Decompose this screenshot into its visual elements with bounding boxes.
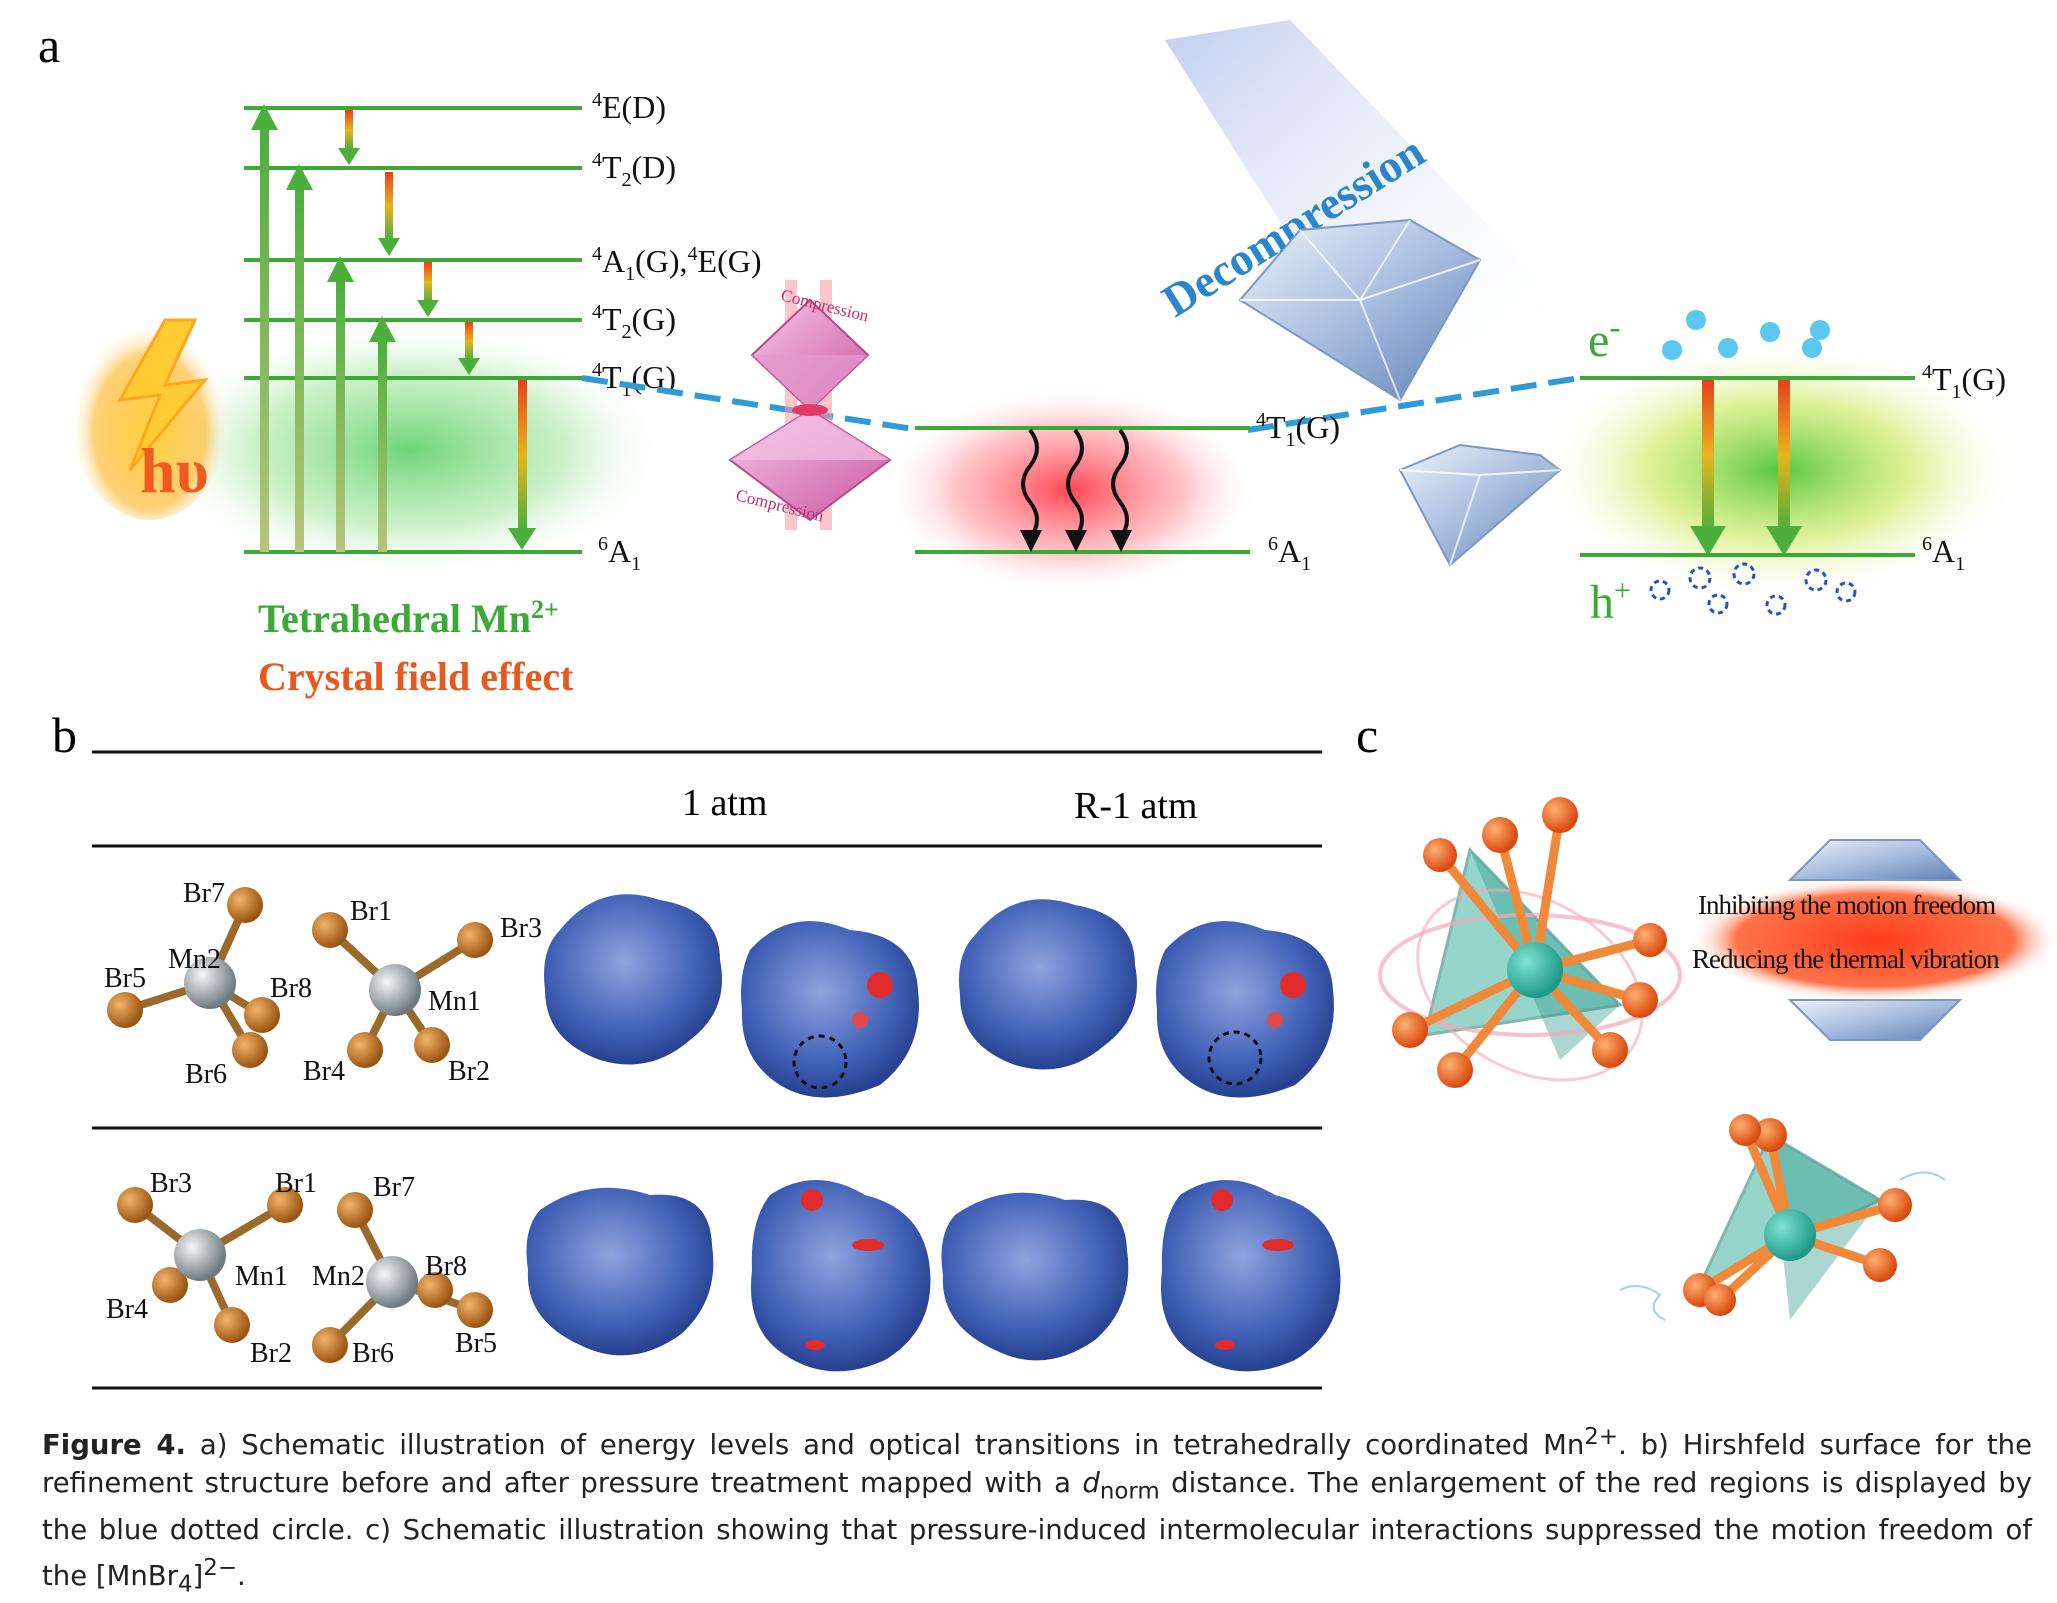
atom-label: Br6 xyxy=(185,1059,227,1090)
atom-label: Br1 xyxy=(275,1168,317,1199)
level-4T2-D: 4T2(D) xyxy=(592,149,676,191)
atom-label: Mn2 xyxy=(312,1261,365,1292)
hirshfeld-surface-row1-1atm-a xyxy=(544,894,722,1065)
atom-label: Br2 xyxy=(250,1338,292,1369)
hole-circles xyxy=(1649,562,1857,616)
energy-levels-right xyxy=(1580,376,1915,557)
atom-label: Br1 xyxy=(350,896,392,927)
caption-sup: 2+ xyxy=(1584,1424,1619,1450)
light-flash-icon xyxy=(70,300,230,520)
diamond-anvil-icon xyxy=(1690,839,2057,1041)
hv-label: hυ xyxy=(140,435,209,506)
green-glow-left xyxy=(150,320,670,580)
electron-label: e- xyxy=(1588,309,1621,367)
atom-label: Mn1 xyxy=(235,1261,288,1292)
hirshfeld-surface-row2-1atm-a xyxy=(526,1187,714,1356)
caption-text: a) Schematic illustration of energy leve… xyxy=(185,1429,1585,1462)
electron-dots xyxy=(1662,310,1830,360)
tetrahedral-title: Tetrahedral Mn2+ xyxy=(258,595,559,641)
atom-label: Br3 xyxy=(150,1168,192,1199)
col-header-r1atm: R-1 atm xyxy=(1074,785,1197,827)
panel-b-label: b xyxy=(52,707,77,763)
atom-label: Br4 xyxy=(106,1294,148,1325)
caption-dnorm: d xyxy=(1082,1467,1100,1500)
hirshfeld-surface-row1-1atm-b xyxy=(741,921,919,1098)
atom-label: Mn2 xyxy=(168,944,221,975)
level-4T1-G-left: 4T1(G) xyxy=(592,359,676,401)
level-6A1-right: 6A1 xyxy=(1922,533,1965,575)
molecule-row1-right xyxy=(312,912,493,1068)
tetrahedron-top xyxy=(1378,797,1682,1088)
caption-sup: 2− xyxy=(203,1554,238,1581)
figure-caption: Figure 4. a) Schematic illustration of e… xyxy=(42,1418,2032,1603)
atom-label: Br3 xyxy=(500,913,542,944)
level-4T1-G-center: 4T1(G) xyxy=(1256,409,1340,451)
caption-text: ] xyxy=(192,1559,204,1592)
absorption-arrows xyxy=(251,104,396,552)
atom-label: Br8 xyxy=(425,1251,467,1282)
level-4A1-4E-G: 4A1(G),4E(G) xyxy=(592,243,762,285)
energy-levels-center xyxy=(915,426,1250,554)
panel-b-rules xyxy=(92,750,1322,1390)
atom-label: Br2 xyxy=(448,1056,490,1087)
level-4T2-G: 4T2(G) xyxy=(592,301,676,343)
hirshfeld-surface-row2-r1atm-b xyxy=(1160,1180,1341,1372)
relaxation-arrows xyxy=(338,110,536,550)
panel-c-label: c xyxy=(1356,707,1378,763)
hirshfeld-surface-row2-1atm-b xyxy=(750,1180,931,1372)
caption-label: Figure 4. xyxy=(42,1429,186,1462)
caption-sub: 4 xyxy=(177,1571,193,1598)
nonradiative-arrows xyxy=(1021,428,1129,540)
atom-label: Br6 xyxy=(352,1338,394,1369)
hirshfeld-surface-row2-r1atm-a xyxy=(941,1192,1129,1361)
molecule-row1-left xyxy=(107,887,280,1068)
level-4T1-G-right: 4T1(G) xyxy=(1922,361,2006,403)
atom-label: Mn1 xyxy=(428,986,481,1017)
molecule-row2-left xyxy=(117,1187,303,1343)
reducing-vibration-text: Reducing the thermal vibration xyxy=(1692,944,2000,974)
hirshfeld-surface-row1-r1atm-b xyxy=(1156,921,1334,1098)
atom-label: Br4 xyxy=(303,1056,345,1087)
level-6A1-left: 6A1 xyxy=(598,533,641,575)
atom-label: Br5 xyxy=(104,963,146,994)
molecule-row2-right xyxy=(312,1192,493,1363)
atom-label: Br7 xyxy=(373,1172,415,1203)
caption-text: . b) Hirshfeld surface for the refinemen… xyxy=(42,1429,2033,1500)
caption-sub: norm xyxy=(1099,1478,1160,1505)
crystal-field-title: Crystal field effect xyxy=(258,654,574,699)
atom-label: Br8 xyxy=(270,973,312,1004)
large-diamond-icon xyxy=(1238,218,1482,402)
level-6A1-center: 6A1 xyxy=(1268,533,1311,575)
compression-diamond-icon xyxy=(728,280,892,530)
hole-label: h+ xyxy=(1590,574,1631,629)
inhibiting-motion-text: Inhibiting the motion freedom xyxy=(1698,890,1996,920)
atom-label: Br5 xyxy=(455,1328,497,1359)
nonradiative-arrowheads xyxy=(1020,530,1132,552)
blue-dashed-connectors xyxy=(581,375,1581,433)
caption-text: . xyxy=(237,1559,246,1592)
col-header-1atm: 1 atm xyxy=(682,782,767,824)
tetrahedron-bottom xyxy=(1619,1114,1946,1321)
hirshfeld-surface-row1-r1atm-a xyxy=(959,899,1137,1070)
emission-arrows-right xyxy=(1690,380,1802,556)
panel-a-label: a xyxy=(38,17,60,73)
level-4E-D: 4E(D) xyxy=(592,89,666,125)
atom-label: Br7 xyxy=(183,878,225,909)
